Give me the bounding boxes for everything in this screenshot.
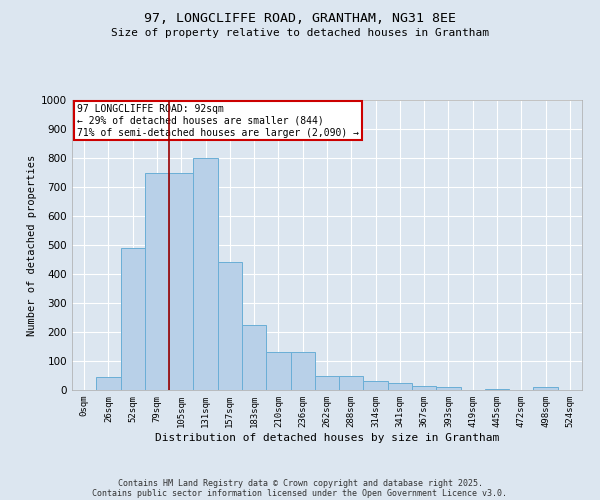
Bar xyxy=(412,386,436,390)
Bar xyxy=(388,383,412,390)
Text: Contains public sector information licensed under the Open Government Licence v3: Contains public sector information licen… xyxy=(92,488,508,498)
Bar xyxy=(315,376,339,390)
Bar xyxy=(485,388,509,390)
Bar xyxy=(169,172,193,390)
Bar xyxy=(193,158,218,390)
Bar xyxy=(290,352,315,390)
Y-axis label: Number of detached properties: Number of detached properties xyxy=(27,154,37,336)
Bar xyxy=(266,352,290,390)
Bar xyxy=(121,248,145,390)
Bar xyxy=(96,377,121,390)
Text: 97 LONGCLIFFE ROAD: 92sqm
← 29% of detached houses are smaller (844)
71% of semi: 97 LONGCLIFFE ROAD: 92sqm ← 29% of detac… xyxy=(77,104,359,138)
Text: Size of property relative to detached houses in Grantham: Size of property relative to detached ho… xyxy=(111,28,489,38)
X-axis label: Distribution of detached houses by size in Grantham: Distribution of detached houses by size … xyxy=(155,432,499,442)
Bar xyxy=(218,262,242,390)
Text: 97, LONGCLIFFE ROAD, GRANTHAM, NG31 8EE: 97, LONGCLIFFE ROAD, GRANTHAM, NG31 8EE xyxy=(144,12,456,26)
Bar xyxy=(533,387,558,390)
Text: Contains HM Land Registry data © Crown copyright and database right 2025.: Contains HM Land Registry data © Crown c… xyxy=(118,478,482,488)
Bar xyxy=(242,325,266,390)
Bar xyxy=(364,382,388,390)
Bar xyxy=(339,376,364,390)
Bar xyxy=(145,172,169,390)
Bar xyxy=(436,387,461,390)
